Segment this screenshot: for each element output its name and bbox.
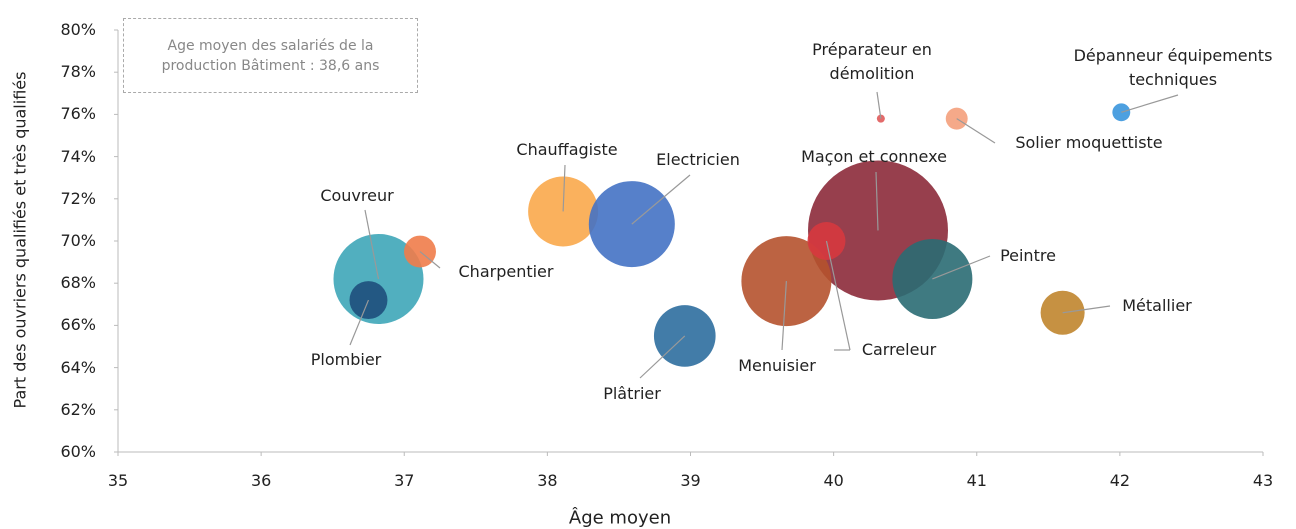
x-tick-label: 42 bbox=[1109, 471, 1131, 490]
leader-line bbox=[875, 171, 879, 231]
leader-line bbox=[1062, 305, 1111, 314]
y-tick-label: 66% bbox=[60, 315, 96, 335]
leader-line bbox=[419, 251, 441, 269]
bubble-label: Charpentier bbox=[458, 262, 554, 281]
y-tick-label: 68% bbox=[60, 273, 96, 293]
x-tick-label: 39 bbox=[680, 471, 701, 490]
y-tick-label: 60% bbox=[60, 442, 96, 461]
bubble-label: Dépanneur équipements techniques bbox=[1073, 46, 1273, 89]
leader-line bbox=[932, 255, 991, 280]
bubble-label: Carreleur bbox=[861, 340, 937, 359]
y-tick-label: 74% bbox=[60, 146, 96, 166]
x-tick-label: 43 bbox=[1252, 471, 1274, 490]
leader-line bbox=[956, 118, 996, 144]
x-tick-label: 37 bbox=[394, 471, 415, 490]
x-tick-label: 38 bbox=[537, 471, 558, 490]
y-tick-label: 80% bbox=[60, 20, 96, 39]
bubble-label: Electricien bbox=[656, 150, 740, 169]
bubble-label: Plâtrier bbox=[603, 384, 661, 403]
bubble-label: Menuisier bbox=[738, 356, 816, 375]
leader-line bbox=[562, 164, 566, 212]
y-tick-label: 62% bbox=[60, 399, 96, 419]
y-tick-label: 64% bbox=[60, 357, 96, 377]
leader-line bbox=[876, 91, 882, 119]
bubble-label: Plombier bbox=[310, 350, 382, 369]
y-tick-label: 76% bbox=[60, 104, 96, 124]
leader-line bbox=[781, 281, 787, 351]
y-tick-label: 72% bbox=[60, 188, 96, 208]
bubble-label: Couvreur bbox=[320, 186, 394, 205]
annotation: Age moyen des salariés de la production … bbox=[123, 18, 418, 93]
y-axis-title: Part des ouvriers qualifiés et très qual… bbox=[10, 71, 30, 409]
leader-line bbox=[825, 240, 851, 351]
y-tick-label: 78% bbox=[60, 62, 96, 82]
x-tick-label: 41 bbox=[966, 471, 987, 490]
leader-line bbox=[631, 174, 691, 225]
bubble-label: Métallier bbox=[1122, 296, 1192, 315]
leader-line bbox=[639, 335, 686, 379]
leader-line bbox=[1121, 94, 1179, 113]
bubble-label: Maçon et connexe bbox=[801, 147, 947, 166]
y-tick-label: 70% bbox=[60, 231, 96, 250]
bubble-label: Peintre bbox=[1000, 246, 1056, 265]
bubble-label: Chauffagiste bbox=[516, 140, 618, 159]
leader-line bbox=[364, 209, 380, 280]
x-tick-label: 36 bbox=[250, 471, 272, 490]
x-tick-label: 35 bbox=[107, 471, 129, 490]
leader-line bbox=[349, 299, 370, 346]
bubble bbox=[945, 107, 968, 130]
x-axis-title: Âge moyen bbox=[568, 507, 672, 529]
bubble-label: Solier moquettiste bbox=[1015, 133, 1163, 152]
bubble-label: Préparateur en démolition bbox=[812, 40, 932, 83]
x-tick-label: 40 bbox=[823, 471, 844, 490]
